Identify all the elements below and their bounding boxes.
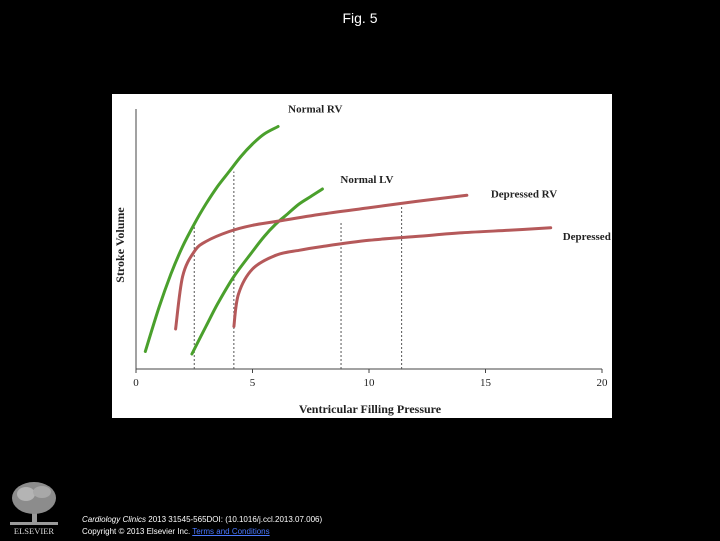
series-lines (143, 125, 553, 356)
chart-svg: Normal RV Normal LV Depressed RV Depressed … (113, 104, 612, 417)
series-line-depressed-rv (174, 193, 469, 331)
copyright-text: Copyright © 2013 Elsevier Inc. (82, 527, 191, 536)
citation-text: 2013 31545-565DOI: (10.1016/j.ccl.2013.0… (146, 515, 323, 524)
elsevier-tree-icon: ELSEVIER (4, 478, 64, 536)
elsevier-logo: ELSEVIER (4, 478, 64, 536)
series-label-normal-rv: Normal RV (288, 104, 342, 116)
x-tick-label: 0 (133, 377, 139, 389)
citation-line: Cardiology Clinics 2013 31545-565DOI: (1… (82, 514, 322, 526)
axes (135, 109, 603, 373)
x-tick-labels: 0 5 10 15 20 (133, 377, 608, 389)
series-labels: Normal RV Normal LV Depressed RV Depressed … (288, 104, 612, 243)
series-line-normal-lv (190, 187, 324, 356)
footer-citation: Cardiology Clinics 2013 31545-565DOI: (1… (82, 514, 322, 538)
copyright-line: Copyright © 2013 Elsevier Inc. Terms and… (82, 526, 322, 538)
x-tick-label: 5 (250, 377, 256, 389)
series-line-depressed-lv (232, 226, 553, 328)
chart-figure: Normal RV Normal LV Depressed RV Depressed … (112, 94, 612, 418)
guide-lines (193, 171, 403, 369)
series-label-depressed-lv: Depressed LV (563, 231, 612, 243)
x-tick-label: 10 (364, 377, 376, 389)
x-tick-label: 20 (597, 377, 609, 389)
series-line-normal-rv (143, 125, 280, 353)
x-axis-title: Ventricular Filling Pressure (299, 402, 442, 416)
journal-name: Cardiology Clinics (82, 515, 147, 524)
y-axis-title: Stroke Volume (113, 207, 127, 283)
series-label-depressed-rv: Depressed RV (491, 188, 557, 200)
series-label-normal-lv: Normal LV (340, 174, 393, 186)
slide-title: Fig. 5 (342, 10, 378, 26)
x-tick-label: 15 (480, 377, 492, 389)
terms-link[interactable]: Terms and Conditions (192, 527, 270, 536)
svg-text:ELSEVIER: ELSEVIER (14, 526, 54, 536)
